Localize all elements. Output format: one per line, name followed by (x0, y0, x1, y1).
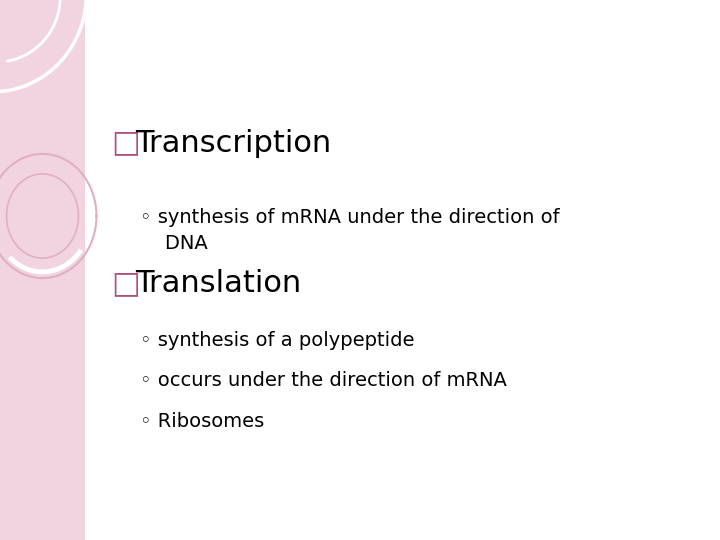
Text: Transcription: Transcription (135, 129, 331, 158)
Text: □: □ (112, 269, 140, 298)
Text: ◦ synthesis of mRNA under the direction of
    DNA: ◦ synthesis of mRNA under the direction … (140, 208, 560, 253)
Text: ◦ Ribosomes: ◦ Ribosomes (140, 411, 265, 431)
Text: ◦ occurs under the direction of mRNA: ◦ occurs under the direction of mRNA (140, 371, 508, 390)
Text: Translation: Translation (135, 269, 301, 298)
FancyBboxPatch shape (0, 0, 85, 540)
Text: ◦ synthesis of a polypeptide: ◦ synthesis of a polypeptide (140, 330, 415, 350)
Text: □: □ (112, 129, 140, 158)
